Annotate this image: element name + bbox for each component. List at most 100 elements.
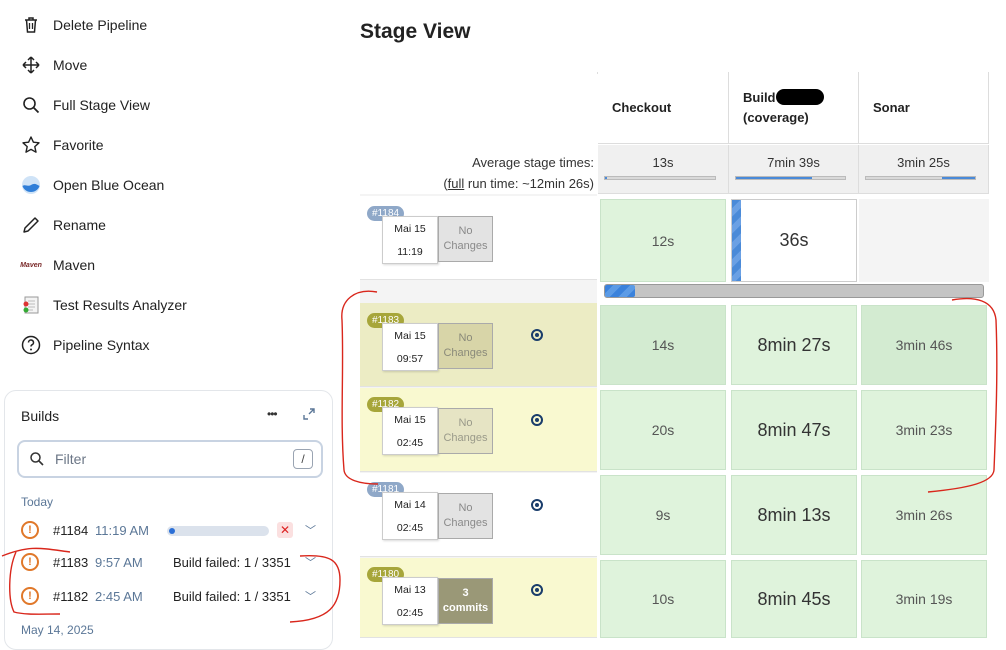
- avg-time-sonar: 3min 25s: [859, 145, 989, 194]
- run-row-1181[interactable]: #1181 Mai 14 02:45 No Changes: [360, 473, 597, 557]
- stage-header-sonar: Sonar: [859, 72, 989, 144]
- run-row-1180[interactable]: #1180 Mai 13 02:45 3 commits: [360, 558, 597, 638]
- stage-cell-sonar-1184: [859, 199, 989, 282]
- menu-item-label: Move: [53, 57, 88, 73]
- help-circle-icon: [20, 334, 42, 356]
- stage-cell-build-1181[interactable]: 8min 13s: [731, 475, 857, 555]
- build-time: 11:19 AM: [95, 522, 149, 538]
- blue-ocean-icon: [20, 174, 42, 196]
- view-logs-icon[interactable]: [531, 499, 543, 511]
- date-card: Mai 14 02:45: [382, 492, 438, 540]
- menu-item-label: Delete Pipeline: [53, 17, 148, 33]
- stage-cell-build-1184[interactable]: 36s: [731, 199, 857, 282]
- stage-cell-sonar-1181[interactable]: 3min 26s: [861, 475, 987, 555]
- stage-cell-build-1183[interactable]: 8min 27s: [731, 305, 857, 385]
- menu-item-label: Rename: [53, 217, 106, 233]
- avg-bar: [735, 176, 846, 180]
- running-stripe: [732, 200, 741, 281]
- stage-cell-build-1180[interactable]: 8min 45s: [731, 560, 857, 638]
- view-logs-icon[interactable]: [531, 414, 543, 426]
- avg-bar: [865, 176, 976, 180]
- search-icon: [29, 451, 45, 467]
- build-time: 2:45 AM: [95, 588, 143, 604]
- menu-item-label: Open Blue Ocean: [53, 177, 165, 193]
- stage-cell-sonar-1183[interactable]: 3min 46s: [861, 305, 987, 385]
- run-row-1182[interactable]: #1182 Mai 15 02:45 No Changes: [360, 388, 597, 472]
- menu-item-label: Favorite: [53, 137, 104, 153]
- build-number: #1183: [53, 554, 89, 570]
- date-card: Mai 15 09:57: [382, 323, 438, 371]
- stage-header-checkout: Checkout: [598, 72, 729, 144]
- chevron-down-icon[interactable]: ﹀: [305, 525, 316, 537]
- abort-build-icon[interactable]: ✕: [277, 522, 293, 538]
- menu-item-label: Test Results Analyzer: [53, 297, 187, 313]
- menu-item-full-stage-view[interactable]: Full Stage View: [20, 90, 150, 120]
- run-progress-fill: [605, 285, 636, 297]
- stage-header-build: Build (coverage): [729, 72, 859, 144]
- stage-cell-checkout-1184[interactable]: 12s: [600, 199, 726, 282]
- redaction-mark: [775, 88, 824, 105]
- menu-item-pipeline-syntax[interactable]: Pipeline Syntax: [20, 330, 150, 360]
- stage-cell-checkout-1182[interactable]: 20s: [600, 390, 726, 470]
- changes-card[interactable]: No Changes: [438, 323, 493, 369]
- keyboard-shortcut-badge: /: [293, 449, 313, 469]
- menu-item-label: Full Stage View: [53, 97, 151, 113]
- date-card: Mai 15 11:19: [382, 216, 438, 264]
- unstable-status-icon: !: [21, 521, 39, 539]
- changes-card[interactable]: No Changes: [438, 493, 493, 539]
- menu-item-label: Maven: [53, 257, 96, 273]
- chevron-down-icon[interactable]: ﹀: [305, 591, 316, 603]
- pencil-icon: [20, 214, 42, 236]
- build-row-1184[interactable]: ! #1184 11:19 AM ✕ ﹀: [21, 518, 321, 542]
- stage-cell-sonar-1182[interactable]: 3min 23s: [861, 390, 987, 470]
- build-progress-bar: [167, 526, 269, 536]
- stage-cell-build-1182[interactable]: 8min 47s: [731, 390, 857, 470]
- date-card: Mai 13 02:45: [382, 577, 438, 625]
- build-message: Build failed: 1 / 3351: [173, 554, 291, 570]
- full-run-link[interactable]: full: [447, 176, 465, 191]
- menu-item-open-blue-ocean[interactable]: Open Blue Ocean: [20, 170, 164, 200]
- view-logs-icon[interactable]: [531, 329, 543, 341]
- full-run-time-label: (full run time: ~12min 26s): [443, 176, 594, 191]
- menu-item-delete-pipeline[interactable]: Delete Pipeline: [20, 10, 147, 40]
- run-row-1183[interactable]: #1183 Mai 15 09:57 No Changes: [360, 303, 597, 387]
- menu-item-test-results-analyzer[interactable]: Test Results Analyzer: [20, 290, 187, 320]
- avg-bar-fill: [736, 177, 813, 179]
- menu-item-favorite[interactable]: Favorite: [20, 130, 104, 160]
- filter-input[interactable]: Filter /: [17, 440, 323, 478]
- avg-bar-fill: [942, 177, 975, 179]
- expand-icon[interactable]: [302, 407, 316, 426]
- avg-bar: [604, 176, 716, 180]
- changes-card[interactable]: No Changes: [438, 408, 493, 454]
- filter-placeholder: Filter: [55, 451, 87, 467]
- stage-cell-sonar-1180[interactable]: 3min 19s: [861, 560, 987, 638]
- avg-time-build: 7min 39s: [729, 145, 859, 194]
- menu-item-maven[interactable]: Maven Maven: [20, 250, 95, 280]
- stage-cell-checkout-1180[interactable]: 10s: [600, 560, 726, 638]
- group-label-may-14: May 14, 2025: [21, 623, 94, 637]
- view-logs-icon[interactable]: [531, 584, 543, 596]
- build-progress-fill: [169, 528, 175, 534]
- menu-item-move[interactable]: Move: [20, 50, 87, 80]
- avg-stage-times-label: Average stage times:: [472, 155, 594, 170]
- more-options-icon[interactable]: •••: [267, 407, 278, 421]
- avg-time-checkout: 13s: [598, 145, 729, 194]
- run-row-1184[interactable]: #1184 Mai 15 11:19 No Changes: [360, 196, 597, 280]
- build-row-1183[interactable]: ! #1183 9:57 AM Build failed: 1 / 3351 ﹀: [21, 550, 321, 574]
- chevron-down-icon[interactable]: ﹀: [305, 557, 316, 569]
- group-label-today: Today: [21, 495, 54, 509]
- changes-card[interactable]: No Changes: [438, 216, 493, 262]
- unstable-status-icon: !: [21, 587, 39, 605]
- avg-bar-fill: [605, 177, 608, 179]
- build-message: Build failed: 1 / 3351: [173, 588, 291, 604]
- changes-card[interactable]: 3 commits: [438, 578, 493, 624]
- build-number: #1184: [53, 522, 89, 538]
- menu-item-rename[interactable]: Rename: [20, 210, 106, 240]
- search-icon: [20, 94, 42, 116]
- build-row-1182[interactable]: ! #1182 2:45 AM Build failed: 1 / 3351 ﹀: [21, 584, 321, 608]
- trash-icon: [20, 14, 42, 36]
- date-card: Mai 15 02:45: [382, 407, 438, 455]
- stage-cell-checkout-1181[interactable]: 9s: [600, 475, 726, 555]
- stage-cell-checkout-1183[interactable]: 14s: [600, 305, 726, 385]
- build-time: 9:57 AM: [95, 554, 143, 570]
